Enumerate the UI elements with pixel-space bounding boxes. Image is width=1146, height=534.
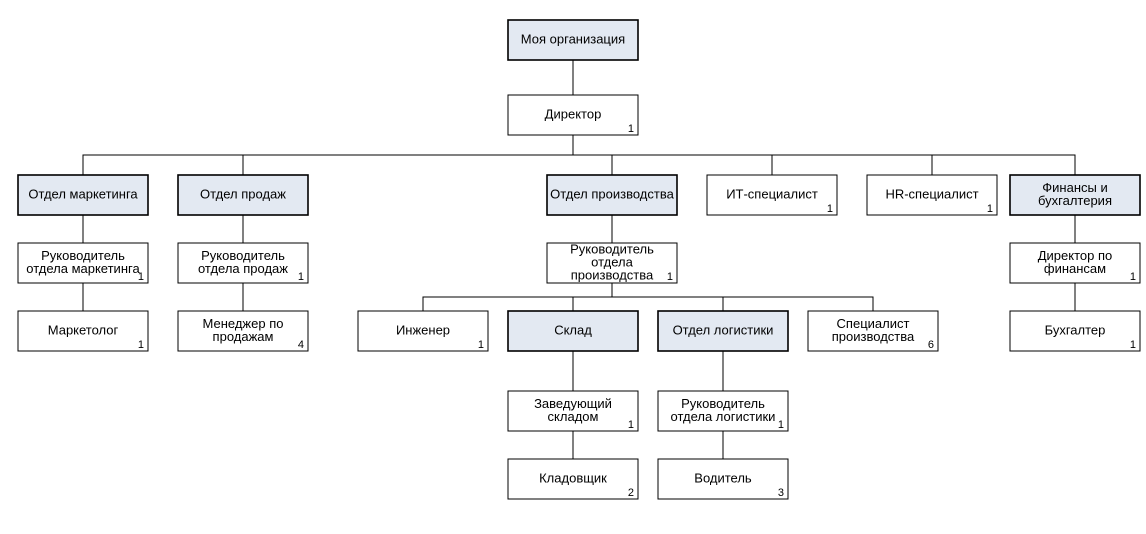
org-chart: Моя организация Директор 1 Отдел маркетинга… [0,0,1146,534]
node-label: отдела маркетинга [26,261,140,276]
node-label: продажам [213,329,274,344]
node-d_finance: Финансы ибухгалтерия [1010,175,1140,215]
node-label: Склад [554,322,592,337]
node-count: 1 [138,271,144,283]
node-count: 1 [478,339,484,351]
node-d_log: Отдел логистики [658,311,788,351]
node-storekeep: Кладовщик 2 [508,459,638,499]
edge-director-d_sales [243,135,573,175]
node-count: 3 [778,487,784,499]
node-hr_spec: HR-специалист 1 [867,175,997,215]
node-count: 1 [298,271,304,283]
node-label: Моя организация [521,31,625,46]
node-d_prod: Отдел производства [547,175,677,215]
node-head_sales: Руководительотдела продаж1 [178,243,308,283]
node-count: 1 [827,203,833,215]
node-driver: Водитель 3 [658,459,788,499]
node-count: 4 [298,339,304,351]
node-label: Маркетолог [48,322,119,337]
node-accountant: Бухгалтер 1 [1010,311,1140,351]
node-label: Кладовщик [539,470,607,485]
node-count: 1 [628,123,634,135]
node-prod_spec: Специалистпроизводства6 [808,311,938,351]
node-count: 1 [138,339,144,351]
node-director: Директор 1 [508,95,638,135]
node-engineer: Инженер 1 [358,311,488,351]
edge-director-d_finance [573,135,1075,175]
node-count: 2 [628,487,634,499]
node-it_spec: ИТ-специалист 1 [707,175,837,215]
node-log_head: Руководительотдела логистики1 [658,391,788,431]
node-label: финансам [1044,261,1106,276]
node-count: 1 [778,419,784,431]
node-count: 1 [987,203,993,215]
node-count: 6 [928,339,934,351]
node-org: Моя организация [508,20,638,60]
node-label: Директор [545,106,602,121]
node-label: Отдел продаж [200,186,286,201]
node-label: бухгалтерия [1038,193,1112,208]
node-label: HR-специалист [885,186,978,201]
node-count: 1 [1130,339,1136,351]
node-label: отдела продаж [198,261,288,276]
node-head_prod: Руководительотделапроизводства1 [547,241,677,283]
node-count: 1 [1130,271,1136,283]
node-d_sales: Отдел продаж [178,175,308,215]
node-sales_mgr: Менеджер попродажам4 [178,311,308,351]
node-label: Инженер [396,322,450,337]
node-label: Водитель [694,470,752,485]
node-label: Отдел логистики [673,322,774,337]
node-label: отдела логистики [671,409,776,424]
node-marketer: Маркетолог 1 [18,311,148,351]
node-d_marketing: Отдел маркетинга [18,175,148,215]
node-head_mkt: Руководительотдела маркетинга1 [18,243,148,283]
node-label: ИТ-специалист [726,186,818,201]
node-d_wh: Склад [508,311,638,351]
node-label: складом [548,409,599,424]
node-count: 1 [667,271,673,283]
node-label: производства [832,329,915,344]
node-label: Отдел маркетинга [28,186,138,201]
node-label: Отдел производства [550,186,674,201]
node-wh_head: Заведующийскладом1 [508,391,638,431]
node-count: 1 [628,419,634,431]
node-label: Бухгалтер [1045,322,1106,337]
node-head_fin: Директор пофинансам1 [1010,243,1140,283]
edge-head_prod-prod_spec [612,283,873,311]
node-label: производства [571,267,654,282]
edge-head_prod-d_wh [573,283,612,311]
